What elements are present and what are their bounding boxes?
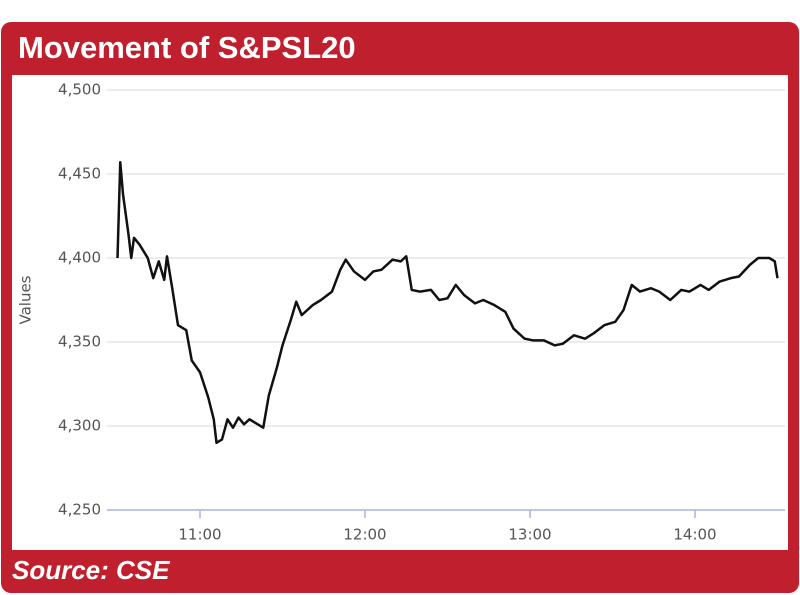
y-tick-label: 4,300	[58, 417, 101, 435]
source: Source: CSE	[12, 555, 170, 585]
x-tick-label: 11:00	[178, 526, 221, 544]
line-series	[116, 160, 779, 445]
y-tick-label: 4,400	[58, 249, 101, 267]
y-tick-label: 4,500	[58, 81, 101, 99]
plot-panel	[12, 75, 788, 550]
y-axis-label: Values	[17, 275, 35, 324]
y-tick-label: 4,450	[58, 165, 101, 183]
y-tick-label: 4,250	[58, 501, 101, 519]
x-tick-label: 14:00	[673, 526, 716, 544]
x-tick-label: 12:00	[343, 526, 386, 544]
y-tick-label: 4,350	[58, 333, 101, 351]
x-tick-label: 13:00	[508, 526, 551, 544]
chart-title: Movement of S&PSL20	[18, 30, 356, 65]
